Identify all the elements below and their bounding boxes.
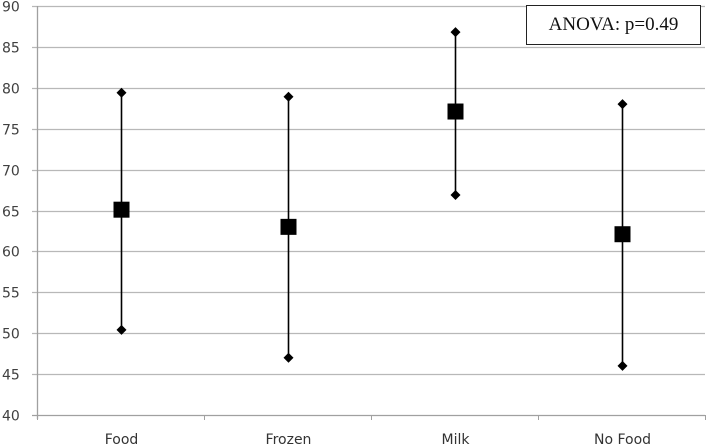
error-bar-no-food bbox=[614, 99, 631, 371]
mean-square-marker bbox=[614, 226, 631, 243]
y-tick-label: 40 bbox=[2, 409, 20, 425]
y-tick-label: 85 bbox=[2, 41, 20, 57]
error-bar-food bbox=[113, 87, 130, 335]
y-tick-label: 55 bbox=[2, 286, 20, 302]
y-tick-label: 65 bbox=[2, 205, 20, 221]
x-category-label: Frozen bbox=[266, 432, 312, 448]
gridlines bbox=[32, 5, 705, 417]
lower-diamond-marker bbox=[116, 324, 127, 335]
error-bars bbox=[113, 27, 631, 371]
lower-diamond-marker bbox=[617, 360, 628, 371]
lower-diamond-marker bbox=[450, 189, 461, 200]
y-axis-tick-labels: 40 45 50 55 60 65 70 75 80 85 90 bbox=[2, 0, 20, 425]
upper-diamond-marker bbox=[450, 27, 461, 38]
upper-diamond-marker bbox=[116, 87, 127, 98]
x-axis-category-labels: Food Frozen Milk No Food bbox=[105, 432, 651, 448]
error-bar-milk bbox=[447, 27, 464, 200]
mean-square-marker bbox=[447, 103, 464, 120]
y-tick-label: 75 bbox=[2, 123, 20, 139]
x-category-label: Food bbox=[105, 432, 139, 448]
upper-diamond-marker bbox=[283, 91, 294, 102]
y-tick-label: 80 bbox=[2, 82, 20, 98]
anova-annotation-text: ANOVA: p=0.49 bbox=[548, 14, 679, 35]
mean-square-marker bbox=[113, 201, 130, 218]
y-tick-label: 50 bbox=[2, 327, 20, 343]
mean-square-marker bbox=[280, 218, 297, 235]
y-tick-label: 70 bbox=[2, 164, 20, 180]
error-bar-frozen bbox=[280, 91, 297, 363]
lower-diamond-marker bbox=[283, 352, 294, 363]
x-axis bbox=[36, 6, 706, 420]
y-tick-label: 45 bbox=[2, 368, 20, 384]
x-category-label: Milk bbox=[442, 432, 471, 448]
x-category-label: No Food bbox=[594, 432, 651, 448]
y-tick-label: 60 bbox=[2, 245, 20, 261]
y-tick-label: 90 bbox=[2, 0, 20, 16]
anova-annotation-box: ANOVA: p=0.49 bbox=[526, 5, 701, 45]
upper-diamond-marker bbox=[617, 99, 628, 110]
